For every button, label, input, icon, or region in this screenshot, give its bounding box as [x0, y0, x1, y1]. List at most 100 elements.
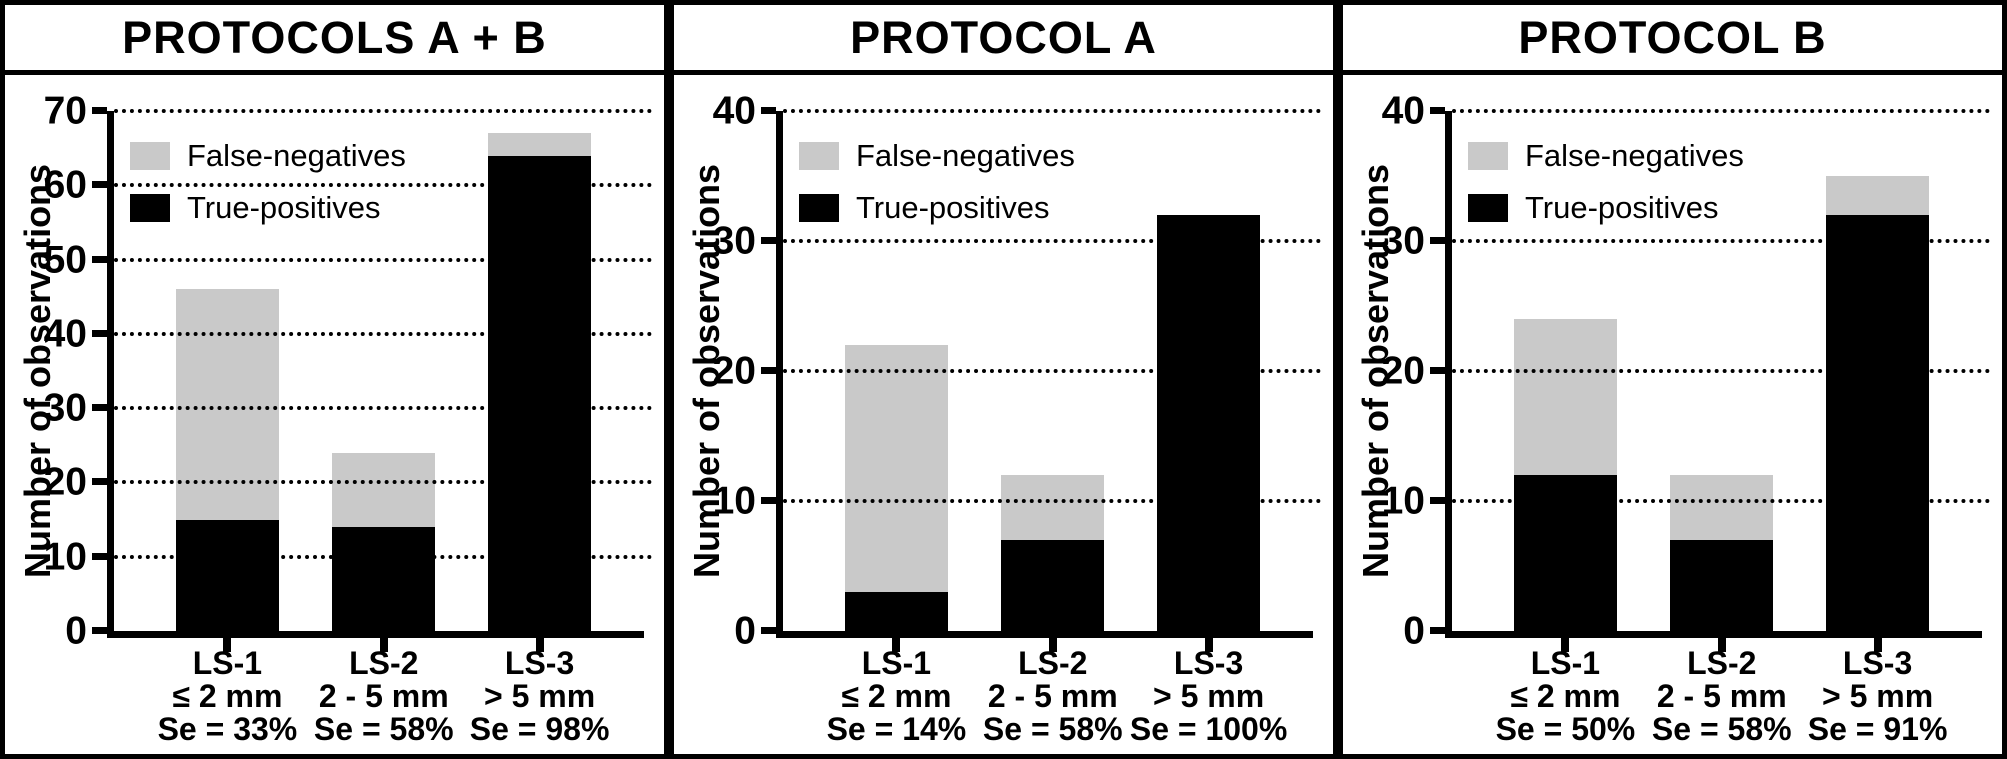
y-axis-tick	[761, 237, 776, 244]
legend-swatch-false-negatives	[1468, 142, 1508, 170]
x-axis-tick	[379, 638, 388, 652]
sensitivity-value: Se = 14%	[826, 711, 967, 747]
bar-segment-true-positives	[175, 519, 280, 631]
x-axis-tick	[892, 638, 901, 652]
panel-protocol-a: PROTOCOL A Number of observations	[669, 0, 1338, 759]
sensitivity-value: Se = 58%	[1651, 711, 1792, 747]
bar-segment-true-positives	[487, 155, 592, 631]
category-name: LS-1	[861, 645, 932, 681]
sensitivity-value: Se = 98%	[469, 711, 610, 747]
category-label-ls3: LS-3 > 5 mm Se = 100%	[1118, 647, 1298, 746]
stacked-bar-ls3	[487, 133, 592, 631]
bar-segment-true-positives	[1156, 215, 1261, 631]
legend-swatch-true-positives	[1468, 194, 1508, 222]
category-size-range: ≤ 2 mm	[1510, 678, 1621, 714]
chart-area: Number of observations False	[674, 75, 1333, 754]
panel-title: PROTOCOL B	[1343, 5, 2002, 75]
category-size-range: ≤ 2 mm	[841, 678, 952, 714]
x-axis-tick	[1873, 638, 1882, 652]
y-axis-tick	[92, 478, 107, 486]
y-axis-tick	[92, 255, 107, 263]
plot-area: False-negatives True-positives LS-1 ≤ 2 …	[44, 92, 652, 746]
gridline	[783, 499, 1321, 503]
bar-segment-true-positives	[1825, 214, 1930, 631]
legend: False-negatives True-positives	[130, 137, 406, 227]
y-axis-tick-label: 30	[1381, 219, 1425, 263]
chart-area: Number of observations False	[1343, 75, 2002, 754]
chart-area: Number of observations False	[5, 75, 664, 754]
bar-segment-true-positives	[1670, 540, 1774, 631]
bar-segment-false-negatives	[1513, 319, 1618, 475]
gridline	[114, 183, 652, 188]
y-axis-tick	[1430, 107, 1445, 114]
stacked-bar-ls2	[332, 452, 436, 631]
y-axis-tick-label: 10	[1381, 479, 1425, 523]
bar-segment-true-positives	[332, 527, 436, 631]
y-axis-tick	[92, 627, 107, 634]
legend-swatch-false-negatives	[799, 142, 839, 170]
gridline	[114, 406, 652, 411]
legend-item-false-negatives: False-negatives	[130, 137, 406, 175]
y-axis-tick-label: 0	[1403, 609, 1425, 653]
gridline	[1452, 109, 1990, 113]
x-axis-tick	[1717, 638, 1726, 652]
bar-segment-false-negatives	[332, 452, 436, 527]
gridline	[1452, 239, 1990, 243]
legend-swatch-false-negatives	[130, 142, 170, 170]
y-axis-tick	[1430, 497, 1445, 504]
category-label-ls2: LS-2 2 - 5 mm Se = 58%	[294, 647, 474, 746]
sensitivity-value: Se = 91%	[1807, 711, 1948, 747]
gridline	[114, 480, 652, 485]
category-size-range: 2 - 5 mm	[318, 678, 449, 714]
gridline	[783, 239, 1321, 243]
y-axis-tick-label: 10	[712, 479, 756, 523]
bar-segment-false-negatives	[175, 289, 280, 520]
legend-label: True-positives	[1525, 190, 1719, 225]
y-axis-tick	[92, 404, 107, 412]
gridline	[114, 109, 652, 113]
y-axis-tick-label: 70	[43, 89, 87, 133]
stacked-bar-ls1	[844, 345, 949, 631]
x-axis-tick	[1204, 638, 1213, 652]
y-axis-tick-label: 10	[43, 535, 87, 579]
category-name: LS-3	[1173, 645, 1244, 681]
category-name: LS-2	[1687, 645, 1757, 681]
y-axis-tick-label: 20	[43, 460, 87, 504]
legend-item-true-positives: True-positives	[799, 189, 1075, 227]
legend: False-negatives True-positives	[1468, 137, 1744, 227]
category-name: LS-3	[504, 645, 575, 681]
category-size-range: > 5 mm	[483, 678, 596, 714]
stacked-bar-ls1	[175, 289, 280, 631]
bar-segment-true-positives	[1001, 540, 1105, 631]
y-axis-tick	[1430, 367, 1445, 374]
category-label-ls1: LS-1 ≤ 2 mm Se = 33%	[137, 647, 317, 746]
panel-protocols-a-b: PROTOCOLS A + B Number of observations	[0, 0, 669, 759]
x-axis-tick	[1048, 638, 1057, 652]
category-size-range: 2 - 5 mm	[987, 678, 1118, 714]
sensitivity-value: Se = 50%	[1495, 711, 1636, 747]
gridline	[114, 257, 652, 262]
y-axis-tick-label: 40	[712, 89, 756, 133]
x-axis-tick	[1561, 638, 1570, 652]
legend-label: True-positives	[856, 190, 1050, 225]
bar-segment-false-negatives	[1001, 475, 1105, 540]
y-axis-tick	[92, 181, 107, 189]
legend-item-false-negatives: False-negatives	[1468, 137, 1744, 175]
category-name: LS-2	[1018, 645, 1088, 681]
stacked-bar-ls3	[1156, 215, 1261, 631]
y-axis-tick-label: 30	[43, 386, 87, 430]
category-size-range: ≤ 2 mm	[172, 678, 283, 714]
legend-swatch-true-positives	[130, 194, 170, 222]
gridline	[783, 369, 1321, 373]
legend-item-true-positives: True-positives	[1468, 189, 1744, 227]
gridline	[114, 554, 652, 559]
legend-label: True-positives	[187, 190, 381, 225]
gridline	[783, 109, 1321, 113]
panel-title: PROTOCOLS A + B	[5, 5, 664, 75]
category-size-range: > 5 mm	[1821, 678, 1934, 714]
y-axis-tick	[92, 552, 107, 560]
category-size-range: 2 - 5 mm	[1656, 678, 1787, 714]
sensitivity-value: Se = 58%	[982, 711, 1123, 747]
category-name: LS-2	[349, 645, 419, 681]
